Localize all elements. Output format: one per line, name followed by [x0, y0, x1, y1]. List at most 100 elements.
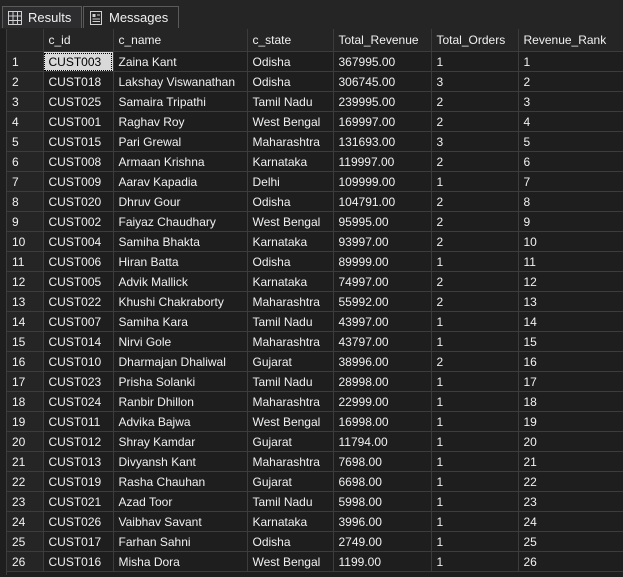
cell-revenue-rank[interactable]: 22 [518, 471, 623, 492]
cell-c-id[interactable]: CUST022 [43, 291, 114, 312]
row-number[interactable]: 8 [7, 191, 44, 212]
table-row[interactable]: 11 CUST006 Hiran Batta Odisha 89999.00 1 11 [7, 251, 623, 272]
cell-c-state[interactable]: Karnataka [247, 271, 334, 292]
cell-total-revenue[interactable]: 93997.00 [333, 231, 432, 252]
cell-total-revenue[interactable]: 367995.00 [333, 51, 432, 72]
cell-c-state[interactable]: Gujarat [247, 351, 334, 372]
cell-total-orders[interactable]: 2 [431, 151, 519, 172]
cell-revenue-rank[interactable]: 8 [518, 191, 623, 212]
table-row[interactable]: 18 CUST024 Ranbir Dhillon Maharashtra 22999.… [7, 391, 623, 412]
cell-revenue-rank[interactable]: 11 [518, 251, 623, 272]
cell-revenue-rank[interactable]: 16 [518, 351, 623, 372]
cell-revenue-rank[interactable]: 20 [518, 431, 623, 452]
cell-total-orders[interactable]: 1 [431, 451, 519, 472]
cell-c-state[interactable]: Maharashtra [247, 291, 334, 312]
row-number[interactable]: 10 [7, 231, 44, 252]
cell-c-id[interactable]: CUST003 [43, 51, 114, 72]
row-number[interactable]: 12 [7, 271, 44, 292]
cell-c-state[interactable]: West Bengal [247, 211, 334, 232]
table-row[interactable]: 4 CUST001 Raghav Roy West Bengal 169997.00 2 4 [7, 111, 623, 132]
cell-c-name[interactable]: Nirvi Gole [113, 331, 248, 352]
row-number[interactable]: 26 [7, 551, 44, 572]
row-number[interactable]: 24 [7, 511, 44, 532]
cell-c-state[interactable]: Delhi [247, 171, 334, 192]
row-number[interactable]: 1 [7, 51, 44, 72]
row-number[interactable]: 3 [7, 91, 44, 112]
revenue-rank-header[interactable]: Revenue_Rank [518, 29, 623, 52]
cell-c-state[interactable]: Odisha [247, 531, 334, 552]
table-row[interactable]: 17 CUST023 Prisha Solanki Tamil Nadu 28998.0… [7, 371, 623, 392]
cell-total-revenue[interactable]: 169997.00 [333, 111, 432, 132]
cell-revenue-rank[interactable]: 23 [518, 491, 623, 512]
cell-c-state[interactable]: Maharashtra [247, 331, 334, 352]
row-number[interactable]: 2 [7, 71, 44, 92]
cell-total-orders[interactable]: 1 [431, 51, 519, 72]
cell-total-orders[interactable]: 1 [431, 391, 519, 412]
cell-total-revenue[interactable]: 306745.00 [333, 71, 432, 92]
cell-total-revenue[interactable]: 43797.00 [333, 331, 432, 352]
row-number[interactable]: 14 [7, 311, 44, 332]
cell-c-id[interactable]: CUST008 [43, 151, 114, 172]
cell-revenue-rank[interactable]: 14 [518, 311, 623, 332]
cell-total-revenue[interactable]: 239995.00 [333, 91, 432, 112]
cell-c-id[interactable]: CUST004 [43, 231, 114, 252]
cell-c-state[interactable]: Tamil Nadu [247, 311, 334, 332]
total-revenue-header[interactable]: Total_Revenue [333, 29, 432, 52]
table-row[interactable]: 7 CUST009 Aarav Kapadia Delhi 109999.00 1 7 [7, 171, 623, 192]
cell-revenue-rank[interactable]: 15 [518, 331, 623, 352]
cell-c-id[interactable]: CUST019 [43, 471, 114, 492]
cell-c-id[interactable]: CUST007 [43, 311, 114, 332]
cell-c-state[interactable]: Tamil Nadu [247, 491, 334, 512]
cell-c-state[interactable]: Gujarat [247, 471, 334, 492]
row-number[interactable]: 5 [7, 131, 44, 152]
cell-c-id[interactable]: CUST005 [43, 271, 114, 292]
cell-c-id[interactable]: CUST006 [43, 251, 114, 272]
row-number[interactable]: 16 [7, 351, 44, 372]
cell-total-orders[interactable]: 2 [431, 291, 519, 312]
cell-c-name[interactable]: Rasha Chauhan [113, 471, 248, 492]
cell-total-revenue[interactable]: 2749.00 [333, 531, 432, 552]
cell-c-name[interactable]: Samiha Bhakta [113, 231, 248, 252]
cell-c-name[interactable]: Dharmajan Dhaliwal [113, 351, 248, 372]
cell-c-name[interactable]: Aarav Kapadia [113, 171, 248, 192]
cell-revenue-rank[interactable]: 10 [518, 231, 623, 252]
cell-c-state[interactable]: Odisha [247, 251, 334, 272]
cell-total-revenue[interactable]: 95995.00 [333, 211, 432, 232]
cell-revenue-rank[interactable]: 26 [518, 551, 623, 572]
cell-total-orders[interactable]: 1 [431, 171, 519, 192]
cell-total-revenue[interactable]: 16998.00 [333, 411, 432, 432]
cell-revenue-rank[interactable]: 18 [518, 391, 623, 412]
row-number[interactable]: 15 [7, 331, 44, 352]
cell-total-orders[interactable]: 2 [431, 191, 519, 212]
cell-c-name[interactable]: Hiran Batta [113, 251, 248, 272]
row-number[interactable]: 23 [7, 491, 44, 512]
table-row[interactable]: 15 CUST014 Nirvi Gole Maharashtra 43797.00 1 1… [7, 331, 623, 352]
cell-c-name[interactable]: Azad Toor [113, 491, 248, 512]
cell-total-orders[interactable]: 1 [431, 311, 519, 332]
cell-c-id[interactable]: CUST013 [43, 451, 114, 472]
cell-total-revenue[interactable]: 104791.00 [333, 191, 432, 212]
table-row[interactable]: 2 CUST018 Lakshay Viswanathan Odisha 306745.… [7, 71, 623, 92]
table-row[interactable]: 14 CUST007 Samiha Kara Tamil Nadu 43997.00 1 1… [7, 311, 623, 332]
cell-revenue-rank[interactable]: 7 [518, 171, 623, 192]
cell-c-name[interactable]: Armaan Krishna [113, 151, 248, 172]
cell-c-state[interactable]: Gujarat [247, 431, 334, 452]
cell-total-revenue[interactable]: 38996.00 [333, 351, 432, 372]
tab-results[interactable]: Results [2, 6, 82, 28]
cell-total-revenue[interactable]: 6698.00 [333, 471, 432, 492]
cell-revenue-rank[interactable]: 13 [518, 291, 623, 312]
table-row[interactable]: 3 CUST025 Samaira Tripathi Tamil Nadu 239995… [7, 91, 623, 112]
cell-total-revenue[interactable]: 5998.00 [333, 491, 432, 512]
cell-c-name[interactable]: Faiyaz Chaudhary [113, 211, 248, 232]
cell-total-orders[interactable]: 1 [431, 511, 519, 532]
cell-total-orders[interactable]: 1 [431, 331, 519, 352]
row-number[interactable]: 4 [7, 111, 44, 132]
cell-c-state[interactable]: Karnataka [247, 511, 334, 532]
cell-revenue-rank[interactable]: 6 [518, 151, 623, 172]
cell-c-name[interactable]: Pari Grewal [113, 131, 248, 152]
cell-revenue-rank[interactable]: 3 [518, 91, 623, 112]
cell-c-id[interactable]: CUST021 [43, 491, 114, 512]
row-number[interactable]: 22 [7, 471, 44, 492]
cell-total-orders[interactable]: 1 [431, 471, 519, 492]
table-row[interactable]: 1 CUST003 Zaina Kant Odisha 367995.00 1 1 [7, 51, 623, 72]
